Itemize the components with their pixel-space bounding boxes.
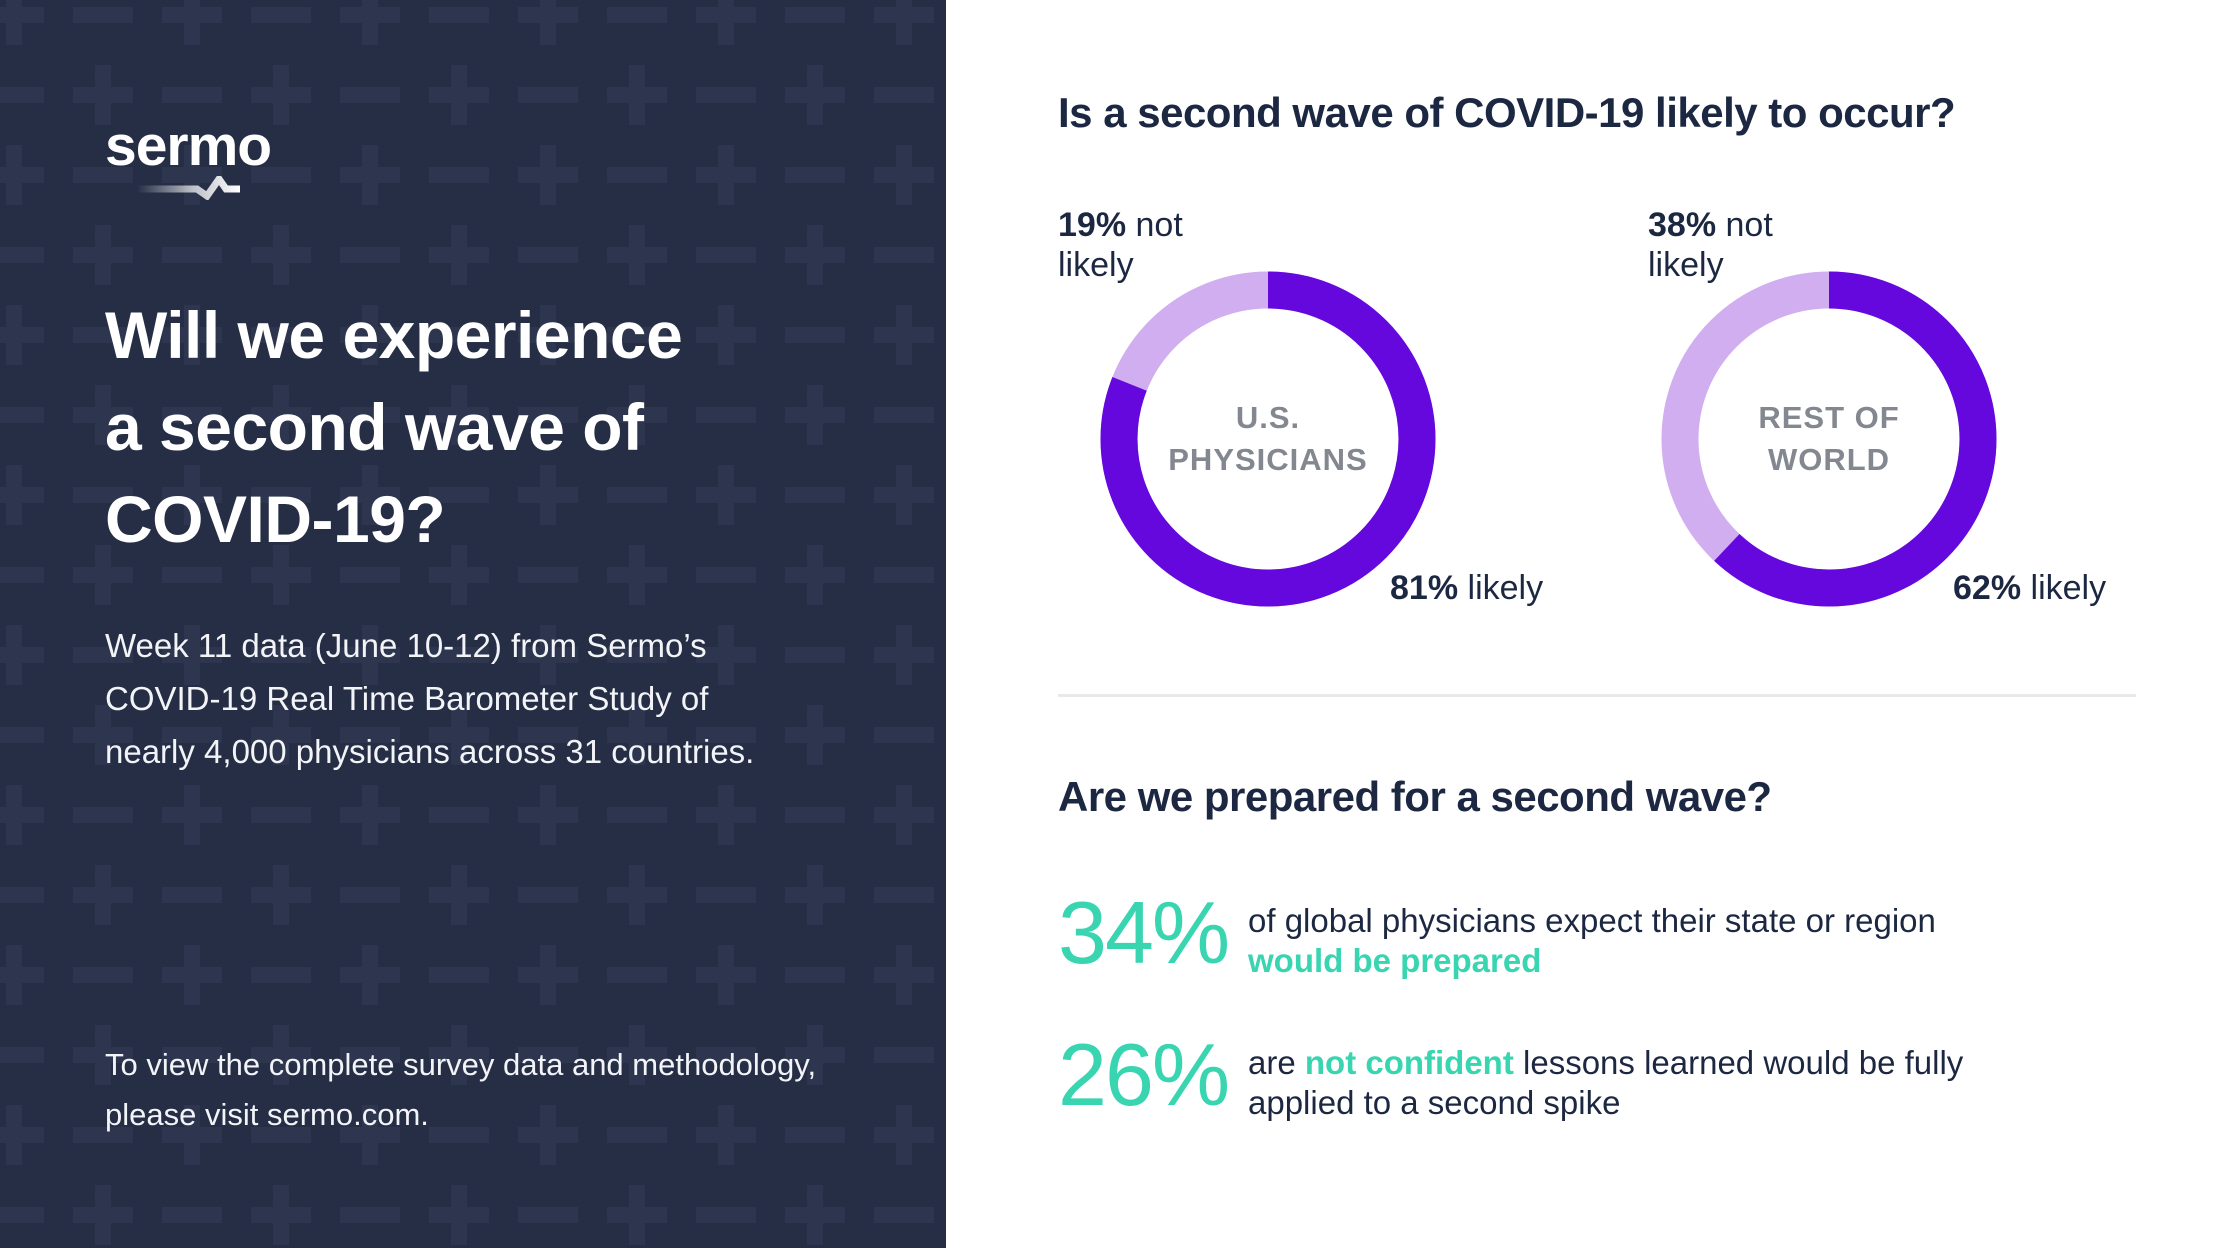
center-label-line: REST OF: [1758, 400, 1900, 435]
study-description: Week 11 data (June 10-12) from Sermo’s C…: [105, 619, 754, 778]
us-not-likely-suffix: not: [1126, 206, 1183, 244]
footer-note: To view the complete survey data and met…: [105, 1040, 816, 1140]
row-not-likely-value: 38%: [1648, 206, 1717, 244]
us-physicians-center-label: U.S. PHYSICIANS: [1100, 271, 1436, 607]
sermo-logo-text: sermo: [105, 114, 272, 178]
stat-prepared-line2: would be prepared: [1248, 942, 1542, 979]
stat-not-confident-line1: are not confident lessons learned would …: [1248, 1043, 1963, 1083]
donut-chart-rest-of-world: REST OF WORLD: [1661, 271, 1997, 607]
section-divider: [1058, 694, 2136, 697]
us-likely-value: 81%: [1390, 569, 1459, 607]
row-likely-value: 62%: [1953, 569, 2022, 607]
row-likely-suffix: likely: [2021, 569, 2107, 607]
center-label-line: U.S.: [1235, 400, 1301, 435]
left-panel: sermo Will we experience a second wave o…: [0, 0, 946, 1248]
question-likelihood-title: Is a second wave of COVID-19 likely to o…: [1058, 89, 1956, 136]
us-likely-label: 81% likely: [1390, 568, 1543, 608]
headline-line: a second wave of: [105, 390, 644, 464]
footer-note-line: please visit sermo.com.: [105, 1097, 429, 1132]
rest-of-world-center-label: REST OF WORLD: [1661, 271, 1997, 607]
us-likely-suffix: likely: [1458, 569, 1544, 607]
center-label-line: WORLD: [1767, 442, 1891, 477]
donut-svg-us-physicians: [1100, 271, 1436, 607]
row-not-likely-suffix: not: [1716, 206, 1773, 244]
stat-not-confident-pre: are: [1248, 1044, 1305, 1081]
stat-not-confident-post: lessons learned would be fully: [1513, 1044, 1964, 1081]
stat-not-confident-highlight: not confident: [1304, 1044, 1514, 1081]
stat-prepared-line1: of global physicians expect their state …: [1248, 902, 1936, 939]
stat-value-prepared: 34%: [1058, 883, 1230, 982]
us-likely-line: 81% likely: [1390, 568, 1543, 608]
stat-text-prepared: of global physicians expect their state …: [1248, 901, 1936, 981]
row-likely-label: 62% likely: [1953, 568, 2106, 608]
donut-segment-likely: [1100, 271, 1436, 607]
row-not-likely-line1: 38% not: [1648, 205, 1773, 245]
donut-segment-likely: [1661, 271, 1997, 607]
row-not-likely-label: 38% not likely: [1648, 205, 1773, 285]
plus-minus-pattern: [0, 0, 946, 1248]
us-not-likely-line2: likely: [1058, 246, 1134, 284]
study-description-line: Week 11 data (June 10-12) from Sermo’s: [105, 627, 707, 664]
donut-svg-rest-of-world: [1661, 271, 1997, 607]
donut-chart-us-physicians: U.S. PHYSICIANS: [1100, 271, 1436, 607]
row-likely-line: 62% likely: [1953, 568, 2106, 608]
sermo-logo: sermo: [105, 118, 365, 208]
headline-line: COVID-19?: [105, 482, 446, 556]
heartbeat-pulse-icon: [137, 176, 240, 200]
stat-value-not-confident: 26%: [1058, 1025, 1230, 1124]
row-not-likely-line2: likely: [1648, 246, 1724, 284]
headline: Will we experience a second wave of COVI…: [105, 289, 683, 565]
headline-line: Will we experience: [105, 298, 683, 372]
us-not-likely-line1: 19% not: [1058, 205, 1183, 245]
stat-text-not-confident: are not confident lessons learned would …: [1248, 1043, 1963, 1123]
study-description-line: nearly 4,000 physicians across 31 countr…: [105, 733, 755, 770]
stat-not-confident-line2: applied to a second spike: [1248, 1084, 1621, 1121]
footer-note-line: To view the complete survey data and met…: [105, 1047, 817, 1082]
us-not-likely-label: 19% not likely: [1058, 205, 1183, 285]
us-not-likely-value: 19%: [1058, 206, 1127, 244]
center-label-line: PHYSICIANS: [1168, 442, 1368, 477]
question-prepared-title: Are we prepared for a second wave?: [1058, 773, 1772, 820]
study-description-line: COVID-19 Real Time Barometer Study of: [105, 680, 709, 717]
